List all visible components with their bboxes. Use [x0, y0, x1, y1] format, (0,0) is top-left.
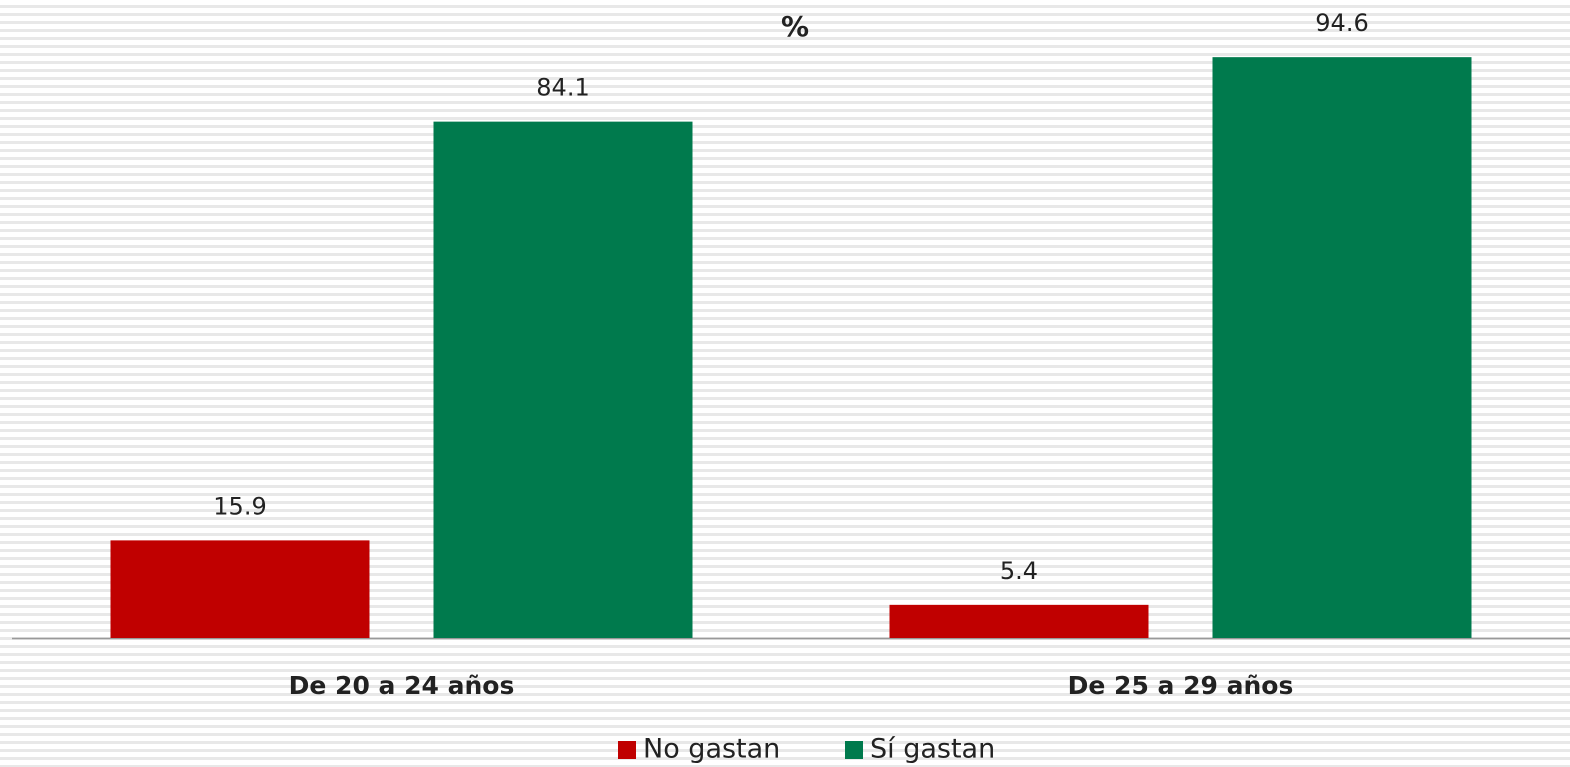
legend-label: Sí gastan — [870, 734, 995, 765]
legend-swatch — [618, 741, 636, 759]
bar — [1212, 57, 1472, 638]
chart-title: % — [781, 10, 809, 43]
data-label: 15.9 — [213, 492, 266, 520]
x-tick-label: De 20 a 24 años — [289, 671, 515, 700]
legend-label: No gastan — [643, 734, 780, 765]
data-label: 84.1 — [536, 74, 589, 102]
x-tick-label: De 25 a 29 años — [1068, 671, 1294, 700]
bar — [433, 121, 693, 639]
bar — [889, 604, 1149, 638]
data-label: 94.6 — [1315, 9, 1368, 37]
data-label: 5.4 — [1000, 557, 1038, 585]
legend-swatch — [845, 741, 863, 759]
bar — [110, 540, 370, 638]
